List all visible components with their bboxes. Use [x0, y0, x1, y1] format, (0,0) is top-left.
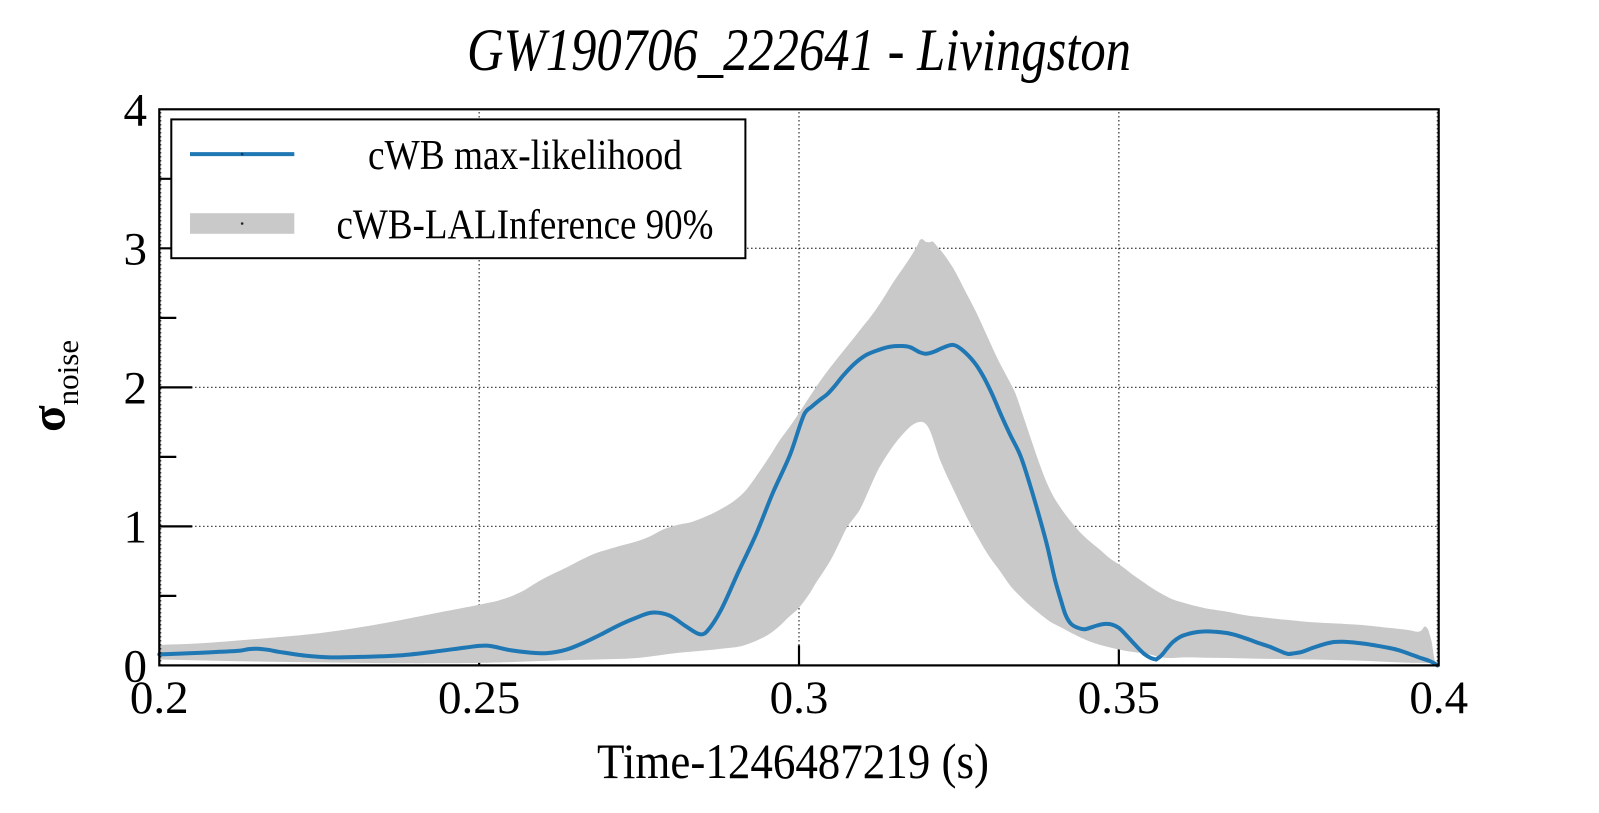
legend-line-marker-dot — [240, 152, 244, 156]
y-axis-label-subscript: noise — [50, 340, 85, 405]
legend-box — [170, 118, 747, 260]
y-axis-label: σnoise — [21, 340, 86, 432]
x-tick-label: 0.2 — [130, 672, 189, 724]
y-tick-label: 1 — [124, 501, 148, 553]
y-tick-label: 0 — [124, 640, 148, 692]
x-tick-label: 0.25 — [438, 672, 520, 724]
x-tick-label: 0.3 — [770, 672, 829, 724]
y-tick-label: 2 — [124, 362, 148, 414]
legend-band-marker-dot — [240, 222, 244, 225]
y-tick-label: 3 — [124, 223, 148, 275]
y-tick-label: 4 — [124, 84, 148, 136]
y-tick-labels: 0 1 2 3 4 — [124, 84, 148, 692]
x-axis-label: Time-1246487219 (s) — [597, 733, 989, 789]
x-tick-label: 0.4 — [1409, 672, 1468, 724]
legend-label-line: cWB max-likelihood — [368, 133, 682, 179]
legend: cWB max-likelihood cWB-LALInference 90% — [170, 118, 747, 260]
plot-frame — [158, 108, 1440, 667]
frame-edge-gridlines — [160, 109, 1438, 666]
chart-title: GW190706_222641 - Livingston — [467, 17, 1131, 83]
confidence-band-area — [159, 239, 1435, 664]
legend-label-band: cWB-LALInference 90% — [337, 203, 714, 249]
x-tick-labels: 0.2 0.25 0.3 0.35 0.4 — [130, 672, 1468, 724]
max-likelihood-curve — [157, 342, 1440, 668]
y-axis-label-sigma: σ — [21, 405, 76, 432]
x-tick-label: 0.35 — [1078, 672, 1160, 724]
